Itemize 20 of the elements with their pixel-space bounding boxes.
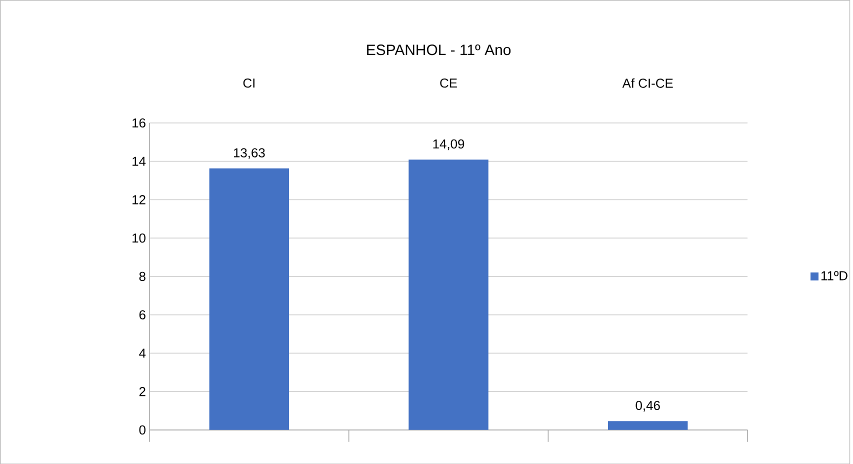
y-tick-label: 14 [132, 156, 146, 166]
y-tick-label: 2 [139, 386, 146, 396]
legend-label: 11ºD [821, 270, 848, 280]
y-tick-label: 16 [132, 118, 146, 128]
y-tick-label: 10 [132, 233, 146, 242]
y-tick-label: 6 [139, 310, 146, 320]
data-label: 14,09 [433, 139, 464, 150]
y-tick-label: 8 [139, 272, 146, 281]
bar [408, 159, 488, 430]
y-tick-label: 12 [132, 194, 146, 204]
x-tick-label: CI [243, 78, 254, 88]
x-tick-label: CE [440, 78, 457, 88]
data-label: 0,46 [636, 400, 660, 412]
chart-title: ESPANHOL - 11º Ano [367, 44, 511, 55]
y-tick-label: 4 [139, 348, 146, 358]
x-tick-label: Af CI-CE [622, 78, 673, 88]
bar [608, 420, 688, 430]
data-label: 13,63 [234, 148, 265, 159]
bar [209, 168, 290, 430]
y-tick-label: 0 [139, 425, 146, 434]
